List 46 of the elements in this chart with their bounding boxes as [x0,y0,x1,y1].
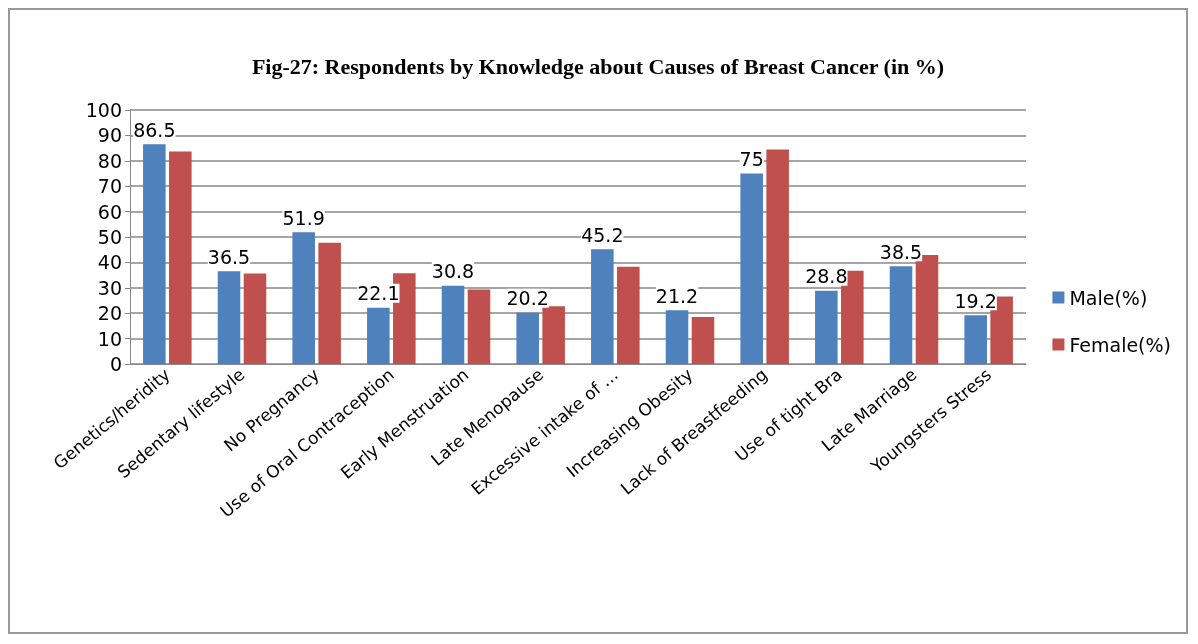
data-label: 45.2 [581,223,624,246]
bar [243,273,267,364]
data-label: 28.8 [805,265,848,288]
data-label: 22.1 [357,282,400,305]
data-label: 75 [739,148,764,170]
y-tick-label: 80 [97,149,122,172]
data-label: 86.5 [133,118,176,141]
bar [217,271,241,364]
bar [292,232,315,364]
y-tick-label: 20 [97,302,122,325]
data-label: 38.5 [879,240,923,263]
y-tick-label: 100 [85,99,122,121]
legend-label: Female(%) [1069,333,1171,356]
data-label: 36.5 [207,245,251,268]
bar [815,290,838,364]
bar [766,149,789,364]
data-label: 51.9 [282,206,325,229]
bar [516,312,539,364]
y-tick-label: 70 [97,175,122,198]
bar [169,151,192,364]
bar [318,242,341,364]
bar [441,285,465,364]
bar [542,306,565,364]
y-tick-label: 10 [97,327,122,350]
bar [691,317,715,364]
data-label: 30.8 [431,260,475,283]
bar [591,249,614,364]
bar [889,266,913,364]
bar [665,310,689,364]
bar [740,173,763,364]
y-tick-label: 0 [109,353,122,375]
bar [467,289,491,364]
y-tick-label: 50 [97,226,122,248]
y-tick-label: 60 [97,200,122,223]
data-label: 20.2 [506,287,549,310]
chart-title: Fig-27: Respondents by Knowledge about Causes of Breast Cancer (in %) [251,53,945,79]
data-label: 21.2 [655,284,699,307]
y-tick-label: 40 [97,251,122,274]
data-label: 19.2 [954,289,997,312]
bar [964,315,987,364]
bar [143,144,166,364]
y-tick-label: 90 [97,124,122,147]
y-tick-label: 30 [97,276,122,299]
bar [617,266,640,364]
legend-label: Male(%) [1069,286,1148,309]
bar [367,307,390,364]
